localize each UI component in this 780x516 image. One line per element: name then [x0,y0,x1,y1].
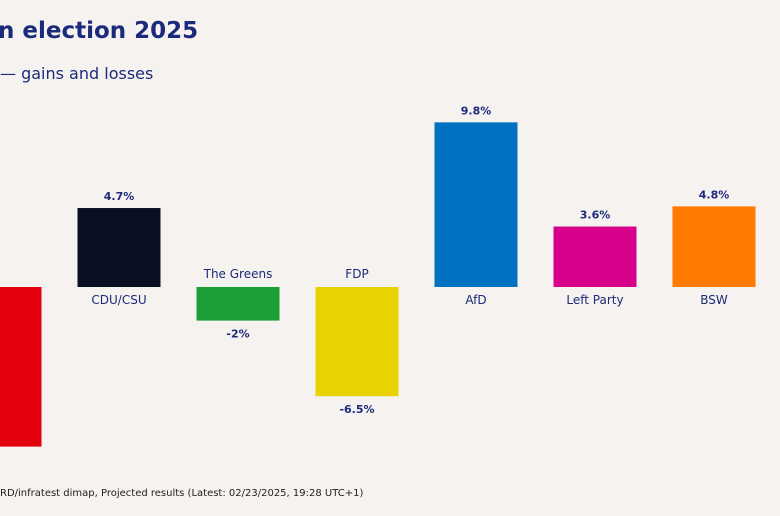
bar-afd [434,122,518,287]
category-label: BSW [700,293,728,307]
value-label: 3.6% [580,209,611,222]
bar-bsw [672,206,756,287]
category-label: The Greens [203,267,273,281]
value-label: 4.8% [699,188,730,201]
value-label: -2% [226,328,249,341]
bar-fdp [315,287,399,397]
chart-subtitle: — gains and losses [0,64,154,83]
bar-partial-0 [0,287,42,447]
bar-left-party [553,226,637,287]
category-label: AfD [465,293,486,307]
category-label: FDP [345,267,368,281]
chart-title: n election 2025 [0,18,199,44]
value-label: 4.7% [104,190,135,203]
category-label: CDU/CSU [91,293,146,307]
bar-the-greens [196,287,280,321]
value-label: -6.5% [339,403,374,416]
value-label: 9.8% [461,104,492,117]
source-note: RD/infratest dimap, Projected results (L… [0,488,364,499]
bar-cdu-csu [77,208,161,287]
category-label: Left Party [566,293,623,307]
